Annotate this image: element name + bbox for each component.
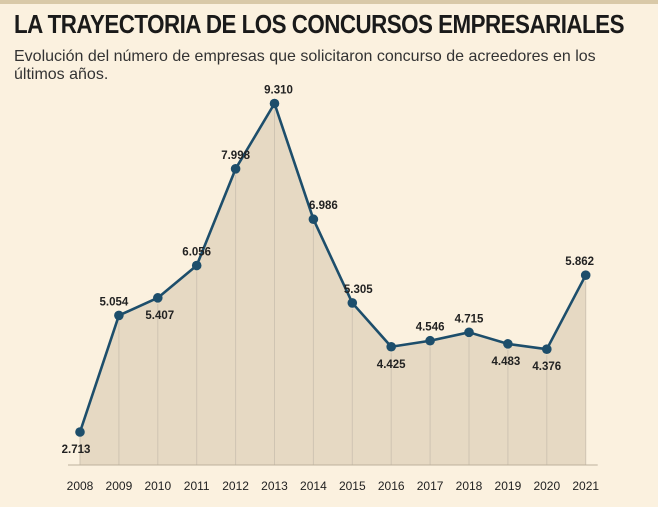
data-point bbox=[464, 327, 474, 338]
data-label: 4.425 bbox=[377, 359, 406, 371]
x-tick-label: 2014 bbox=[300, 479, 327, 493]
data-point bbox=[114, 310, 124, 321]
area-fill bbox=[80, 103, 586, 465]
data-point bbox=[503, 339, 513, 349]
data-label: 6.986 bbox=[309, 200, 338, 212]
data-point bbox=[386, 341, 397, 352]
chart-title: LA TRAYECTORIA DE LOS CONCURSOS EMPRESAR… bbox=[14, 9, 624, 39]
data-point bbox=[580, 270, 591, 280]
x-tick-label: 2010 bbox=[144, 479, 171, 493]
x-tick-label: 2018 bbox=[456, 479, 483, 493]
chart-subtitle: Evolución del número de empresas que sol… bbox=[14, 48, 596, 83]
x-tick-label: 2008 bbox=[67, 479, 94, 493]
data-label: 5.862 bbox=[565, 256, 594, 268]
data-label: 5.305 bbox=[344, 284, 373, 296]
data-point bbox=[347, 298, 358, 308]
data-label: 4.483 bbox=[492, 356, 521, 368]
data-point bbox=[425, 335, 435, 346]
data-label: 4.376 bbox=[532, 361, 561, 373]
data-label: 4.715 bbox=[455, 313, 484, 325]
x-tick-label: 2011 bbox=[184, 479, 210, 493]
x-tick-label: 2021 bbox=[572, 479, 599, 493]
x-tick-label: 2020 bbox=[533, 479, 560, 493]
data-point bbox=[542, 344, 552, 354]
data-label: 6.056 bbox=[182, 247, 211, 259]
data-label: 4.546 bbox=[416, 322, 445, 334]
x-tick-label: 2016 bbox=[378, 479, 405, 493]
top-rule bbox=[0, 0, 658, 4]
x-tick-label: 2017 bbox=[417, 479, 444, 493]
data-label: 7.998 bbox=[221, 150, 250, 162]
x-tick-label: 2013 bbox=[261, 479, 288, 493]
x-tick-label: 2015 bbox=[339, 479, 366, 493]
data-point bbox=[153, 293, 163, 303]
x-tick-label: 2009 bbox=[106, 479, 133, 493]
x-tick-label: 2019 bbox=[495, 479, 522, 493]
data-point bbox=[308, 214, 319, 225]
series-line bbox=[78, 102, 587, 433]
data-label: 2.713 bbox=[62, 444, 91, 456]
data-point bbox=[191, 260, 202, 271]
x-tick-label: 2012 bbox=[222, 479, 249, 493]
data-point bbox=[75, 427, 85, 437]
data-label: 5.054 bbox=[100, 296, 129, 308]
data-point bbox=[230, 164, 241, 174]
data-label: 9.310 bbox=[264, 85, 293, 97]
data-point bbox=[269, 98, 280, 109]
data-label: 5.407 bbox=[145, 310, 174, 322]
